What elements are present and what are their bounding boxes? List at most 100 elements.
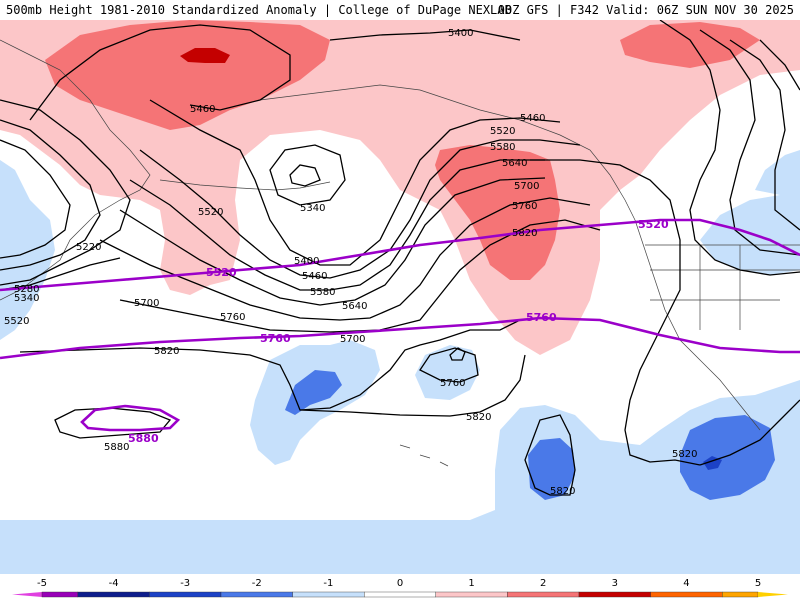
- colorbar-tick-label: 1: [468, 578, 474, 589]
- colorbar-swatch: [149, 591, 222, 598]
- coast-hawaii: [399, 444, 449, 467]
- contour-5520-trough: [139, 139, 581, 279]
- colorbar-swatch: [722, 591, 759, 598]
- colorbar-max-arrow: [758, 592, 788, 597]
- colorbar-tick-label: -5: [37, 578, 47, 589]
- colorbar-swatch: [650, 591, 723, 598]
- contour-label: 5820: [550, 486, 575, 497]
- anomaly-pos3-west: [180, 48, 230, 63]
- contour-west-ring2: [0, 119, 101, 271]
- contour-label: 5760: [512, 201, 537, 212]
- coast-asia: [0, 39, 151, 301]
- anomaly-pos2-west: [45, 20, 330, 130]
- colorbar-tick-label: 5: [755, 578, 761, 589]
- contour-label: 5400: [294, 256, 319, 267]
- contour-5460-west: [29, 24, 291, 121]
- contour-5880: [54, 407, 172, 439]
- positive-anomaly-fills: [0, 20, 800, 355]
- anomaly-neg2-center: [285, 370, 342, 415]
- colorbar-tick-label: -4: [109, 578, 119, 589]
- contour-5820-main: [19, 319, 521, 411]
- reference-label: 5760: [526, 311, 557, 324]
- anomaly-map: 5400 5460 5460 5520 5580 5640 5700 5760 …: [0, 20, 800, 574]
- contour-label: 5460: [520, 113, 545, 124]
- contour-label: 5760: [440, 378, 465, 389]
- colorbar-swatch: [507, 591, 580, 598]
- contour-label: 5340: [14, 293, 39, 304]
- contour-label: 5580: [490, 142, 515, 153]
- reference-labels: 5520 5520 5760 5760 5880: [128, 218, 669, 445]
- colorbar-tick-label: 4: [683, 578, 689, 589]
- border-states: [650, 245, 800, 330]
- reference-label: 5520: [638, 218, 669, 231]
- colorbar-min-arrow: [12, 592, 42, 597]
- contour-label: 5640: [342, 301, 367, 312]
- product-title: 500mb Height 1981-2010 Standardized Anom…: [6, 3, 512, 17]
- contour-5820-small: [449, 347, 466, 361]
- contour-5460-trough: [149, 99, 561, 266]
- reference-5880: [80, 404, 181, 432]
- anomaly-colorbar: -5 -4 -3 -2 -1 0 1 2 3 4 5: [12, 578, 788, 598]
- coast-aleutians: [159, 179, 331, 191]
- contour-5700-trough: [99, 197, 591, 321]
- contour-label: 5880: [104, 442, 129, 453]
- contour-label: 5580: [310, 287, 335, 298]
- reference-label: 5520: [206, 266, 237, 279]
- reference-contours: [0, 218, 800, 432]
- anomaly-neg1-mid: [415, 345, 480, 400]
- negative-anomaly-fills: [0, 150, 800, 574]
- contour-label: 5820: [512, 228, 537, 239]
- contour-label: 5460: [302, 271, 327, 282]
- contour-east-ring4: [759, 39, 800, 91]
- coastlines: [0, 39, 800, 467]
- anomaly-neg2-se: [680, 415, 775, 500]
- contour-west-ring3: [0, 139, 71, 259]
- colorbar-swatch: [292, 591, 365, 598]
- colorbar-swatches: [12, 591, 788, 598]
- contour-label: 5520: [4, 316, 29, 327]
- reference-5520: [0, 218, 800, 292]
- contour-label: 5340: [300, 203, 325, 214]
- contour-label: 5700: [514, 181, 539, 192]
- contour-east-ring2: [699, 29, 800, 256]
- colorbar-swatch: [220, 591, 293, 598]
- contour-5280: [0, 257, 121, 291]
- contour-label: 5700: [134, 298, 159, 309]
- contour-label: 5760: [220, 312, 245, 323]
- contour-label: 5820: [672, 449, 697, 460]
- coast-alaska: [259, 84, 636, 221]
- contour-5760-mid: [419, 347, 479, 383]
- contour-label: 5280: [14, 284, 39, 295]
- contour-label: 5640: [502, 158, 527, 169]
- colorbar-swatch: [435, 591, 508, 598]
- contour-5640-trough: [119, 177, 546, 306]
- anomaly-neg1-west-edge: [0, 160, 55, 340]
- contour-label: 5520: [490, 126, 515, 137]
- contour-5400-north: [329, 29, 521, 41]
- colorbar-tick-label: -3: [180, 578, 190, 589]
- contour-label: 5400: [448, 28, 473, 39]
- contour-5340-low: [289, 164, 321, 187]
- colorbar-swatch: [578, 591, 651, 598]
- colorbar-tick-label: 2: [540, 578, 546, 589]
- colorbar-tick-label: 3: [612, 578, 618, 589]
- contour-west-ring1: [0, 99, 131, 286]
- contour-east-ring1: [659, 20, 800, 276]
- contour-5820-se: [699, 399, 800, 466]
- colorbar-ticks: -5 -4 -3 -2 -1 0 1 2 3 4 5: [37, 578, 761, 589]
- contour-labels: 5400 5460 5460 5520 5580 5640 5700 5760 …: [4, 28, 697, 497]
- height-contours: [0, 20, 800, 496]
- anomaly-neg1-ne: [755, 150, 800, 195]
- colorbar-tick-label: -2: [252, 578, 262, 589]
- contour-5820-right: [530, 159, 701, 466]
- contour-5580-trough: [129, 159, 545, 291]
- anomaly-pos2-ne: [620, 22, 760, 68]
- contour-label: 5220: [76, 242, 101, 253]
- reference-label: 5880: [128, 432, 159, 445]
- colorbar-tick-label: -1: [323, 578, 333, 589]
- contour-east-ring3: [729, 39, 800, 231]
- reference-5760: [0, 316, 800, 360]
- colorbar-tick-label: 0: [397, 578, 403, 589]
- colorbar-swatch: [77, 591, 150, 598]
- colorbar-swatch: [41, 591, 78, 598]
